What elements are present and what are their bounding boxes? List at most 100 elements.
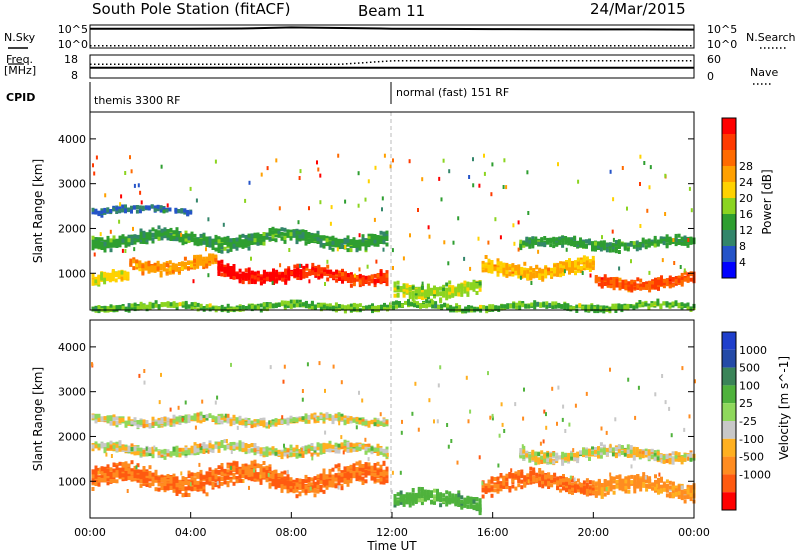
echo-cell bbox=[160, 228, 164, 233]
echo-cell bbox=[106, 242, 110, 247]
echo-cell bbox=[253, 275, 257, 280]
echo-cell bbox=[551, 301, 555, 306]
echo-cell bbox=[184, 488, 188, 493]
echo-cell bbox=[352, 448, 356, 452]
echo-cell bbox=[172, 230, 176, 235]
echo-cell bbox=[232, 271, 236, 276]
echo-cell bbox=[181, 487, 185, 491]
echo-cell bbox=[130, 471, 134, 476]
echo-cell bbox=[334, 448, 338, 453]
echo-cell bbox=[322, 489, 326, 494]
echo-cell bbox=[405, 289, 409, 294]
echo-cell bbox=[568, 266, 571, 271]
echo-cell bbox=[112, 476, 116, 481]
echo-cell bbox=[283, 227, 287, 232]
echo-cell bbox=[301, 232, 305, 237]
echo-cell bbox=[325, 306, 329, 311]
echo-cell bbox=[479, 304, 483, 309]
echo-cell bbox=[576, 242, 580, 247]
echo-cell bbox=[106, 444, 110, 449]
echo-cell bbox=[226, 469, 230, 474]
echo-cell bbox=[127, 476, 131, 481]
cpid-label: CPID bbox=[6, 91, 35, 104]
echo-cell bbox=[160, 483, 164, 488]
echo-cell bbox=[199, 487, 203, 492]
echo-cell bbox=[271, 471, 275, 476]
echo-cell bbox=[468, 175, 471, 179]
echo-cell bbox=[344, 245, 347, 249]
echo-cell bbox=[310, 302, 314, 306]
echo-cell bbox=[582, 264, 586, 269]
echo-cell bbox=[614, 303, 618, 308]
echo-cell bbox=[169, 302, 173, 307]
echo-cell bbox=[138, 263, 142, 268]
echo-cell bbox=[569, 306, 573, 311]
echo-cell bbox=[148, 477, 152, 482]
echo-cell bbox=[283, 452, 287, 457]
echo-cell bbox=[442, 284, 446, 289]
echo-cell bbox=[295, 488, 299, 493]
echo-cell bbox=[241, 280, 245, 285]
echo-cell bbox=[499, 269, 503, 274]
echo-cell bbox=[352, 474, 356, 479]
echo-cell bbox=[385, 479, 389, 484]
echo-cell bbox=[214, 247, 218, 252]
echo-cell bbox=[596, 304, 600, 309]
echo-cell bbox=[217, 447, 221, 452]
echo-cell bbox=[229, 238, 233, 243]
echo-cell bbox=[385, 270, 389, 275]
echo-cell bbox=[157, 451, 161, 456]
echo-cell bbox=[555, 242, 559, 247]
echo-cell bbox=[377, 305, 380, 310]
echo-cell bbox=[420, 292, 424, 297]
echo-cell bbox=[241, 307, 245, 312]
echo-cell bbox=[205, 259, 209, 264]
echo-cell bbox=[139, 483, 143, 488]
power-colorbar-label-text: Power [dB] bbox=[760, 169, 774, 234]
echo-cell bbox=[585, 239, 588, 244]
echo-cell bbox=[618, 286, 622, 291]
echo-cell bbox=[157, 230, 161, 235]
echo-cell bbox=[119, 202, 122, 207]
echo-cell bbox=[379, 480, 383, 485]
echo-cell bbox=[175, 305, 179, 310]
echo-cell bbox=[123, 270, 127, 275]
echo-cell bbox=[100, 274, 104, 279]
echo-cell bbox=[638, 303, 642, 308]
power-ytick-label: 2000 bbox=[58, 222, 86, 235]
echo-cell bbox=[205, 478, 209, 483]
echo-cell bbox=[346, 471, 350, 476]
echo-cell bbox=[165, 208, 169, 213]
echo-cell bbox=[168, 266, 172, 271]
echo-cell bbox=[590, 307, 594, 312]
echo-cell bbox=[181, 241, 185, 246]
echo-cell bbox=[304, 445, 308, 450]
echo-cell bbox=[319, 448, 323, 453]
echo-cell bbox=[115, 444, 119, 449]
echo-cell bbox=[349, 448, 353, 453]
echo-cell bbox=[392, 158, 394, 163]
echo-cell bbox=[326, 277, 330, 282]
echo-cell bbox=[217, 272, 221, 276]
echo-cell bbox=[355, 277, 359, 282]
echo-cell bbox=[380, 306, 383, 311]
echo-cell bbox=[677, 278, 681, 283]
echo-cell bbox=[559, 269, 563, 274]
echo-cell bbox=[454, 287, 458, 292]
echo-cell bbox=[358, 239, 362, 244]
echo-cell bbox=[651, 284, 655, 289]
echo-cell bbox=[597, 244, 600, 249]
echo-cell bbox=[427, 225, 430, 230]
echo-cell bbox=[448, 169, 451, 174]
echo-cell bbox=[520, 270, 524, 275]
echo-cell bbox=[308, 279, 311, 284]
echo-cell bbox=[541, 275, 545, 280]
echo-cell bbox=[250, 477, 254, 482]
echo-cell bbox=[650, 302, 654, 307]
velocity-echoes bbox=[91, 361, 696, 516]
echo-cell bbox=[151, 232, 155, 237]
echo-cell bbox=[223, 273, 227, 278]
echo-cell bbox=[118, 243, 122, 248]
echo-cell bbox=[109, 238, 113, 243]
echo-cell bbox=[121, 204, 125, 209]
